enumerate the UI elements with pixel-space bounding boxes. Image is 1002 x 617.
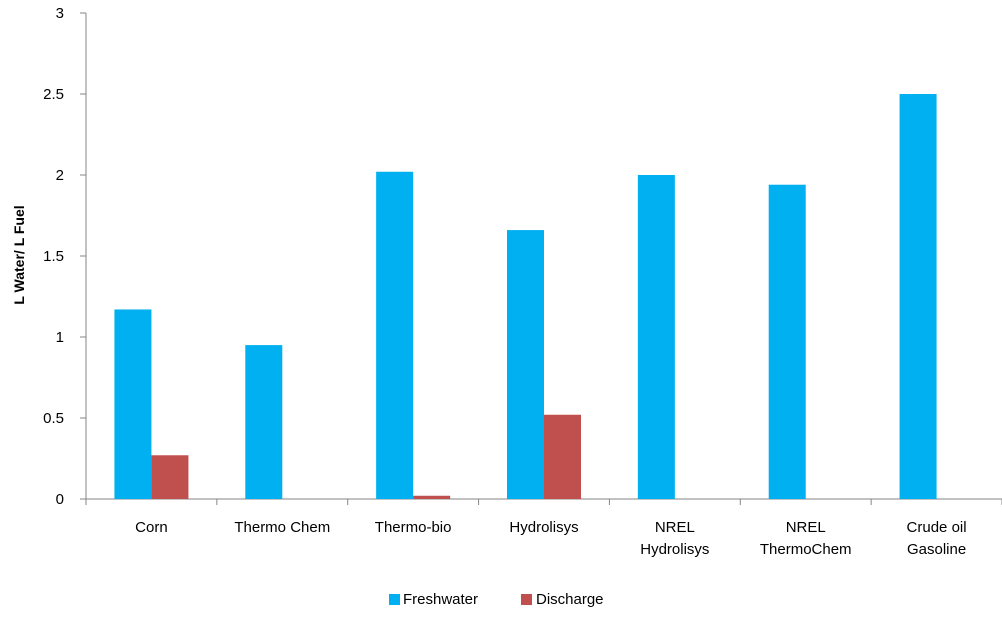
y-tick-label: 2.5 [43, 86, 64, 103]
x-category-label: Thermo-bio [375, 519, 452, 536]
x-category-label: NREL [655, 519, 695, 536]
x-category-label: Crude oil [907, 519, 967, 536]
y-tick-label: 0 [56, 491, 64, 508]
y-tick-label: 2 [56, 167, 64, 184]
bar-freshwater-5 [769, 185, 806, 499]
x-category-label: Hydrolisys [509, 519, 578, 536]
legend-swatch-freshwater [389, 594, 400, 605]
bar-freshwater-3 [507, 230, 544, 499]
bar-freshwater-1 [245, 345, 282, 499]
bar-freshwater-2 [376, 172, 413, 499]
bar-freshwater-4 [638, 175, 675, 499]
bar-freshwater-6 [900, 94, 937, 499]
y-tick-label: 1.5 [43, 248, 64, 265]
legend-label-freshwater: Freshwater [403, 591, 478, 608]
bar-discharge-2 [413, 496, 450, 499]
bars [114, 94, 936, 499]
bar-freshwater-0 [114, 309, 151, 499]
y-tick-label: 3 [56, 5, 64, 22]
x-category-label: NREL [786, 519, 826, 536]
y-axis-title: L Water/ L Fuel [11, 205, 27, 304]
bar-discharge-3 [544, 415, 581, 499]
x-category-label: ThermoChem [760, 541, 852, 558]
x-category-label: Thermo Chem [234, 519, 330, 536]
x-category-label: Corn [135, 519, 168, 536]
legend: Freshwater Discharge [389, 591, 604, 608]
x-category-label: Hydrolisys [640, 541, 709, 558]
bar-discharge-0 [151, 455, 188, 499]
y-tick-label: 0.5 [43, 410, 64, 427]
legend-label-discharge: Discharge [536, 591, 604, 608]
x-category-label: Gasoline [907, 541, 966, 558]
legend-swatch-discharge [521, 594, 532, 605]
y-tick-label: 1 [56, 329, 64, 346]
